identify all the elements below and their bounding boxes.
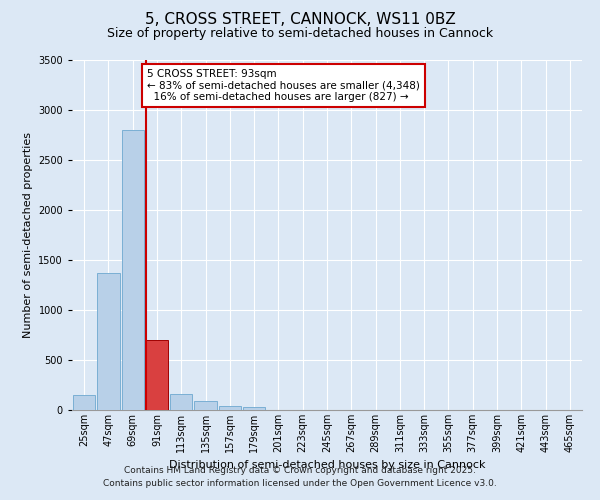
Text: Contains HM Land Registry data © Crown copyright and database right 2025.
Contai: Contains HM Land Registry data © Crown c… — [103, 466, 497, 487]
Bar — [97, 273, 119, 410]
Text: 5 CROSS STREET: 93sqm
← 83% of semi-detached houses are smaller (4,348)
  16% of: 5 CROSS STREET: 93sqm ← 83% of semi-deta… — [147, 68, 420, 102]
Bar — [218, 406, 241, 410]
Bar — [243, 407, 265, 410]
Text: Size of property relative to semi-detached houses in Cannock: Size of property relative to semi-detach… — [107, 28, 493, 40]
Y-axis label: Number of semi-detached properties: Number of semi-detached properties — [23, 132, 32, 338]
Bar — [122, 130, 144, 410]
Text: 5, CROSS STREET, CANNOCK, WS11 0BZ: 5, CROSS STREET, CANNOCK, WS11 0BZ — [145, 12, 455, 28]
X-axis label: Distribution of semi-detached houses by size in Cannock: Distribution of semi-detached houses by … — [169, 460, 485, 470]
Bar — [170, 394, 193, 410]
Bar — [146, 340, 168, 410]
Bar — [73, 395, 95, 410]
Bar — [194, 401, 217, 410]
